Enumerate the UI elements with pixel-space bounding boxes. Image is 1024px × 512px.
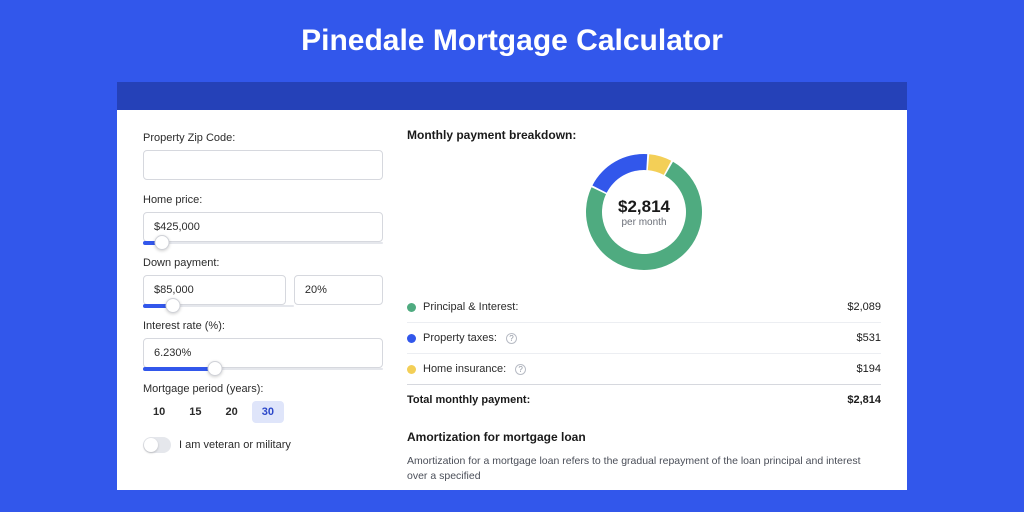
amortization-text: Amortization for a mortgage loan refers …: [407, 454, 881, 484]
total-label: Total monthly payment:: [407, 394, 530, 406]
amortization-title: Amortization for mortgage loan: [407, 430, 881, 444]
header-dark-bar: [117, 82, 907, 110]
legend-label: Principal & Interest:: [423, 301, 518, 313]
legend-value: $194: [857, 363, 881, 375]
amortization-section: Amortization for mortgage loan Amortizat…: [407, 430, 881, 484]
calculator-card: Property Zip Code: Home price: Down paym…: [117, 110, 907, 490]
period-option-15[interactable]: 15: [179, 401, 211, 423]
down-payment-input[interactable]: [143, 275, 286, 305]
donut-sub: per month: [621, 217, 666, 228]
down-payment-pct-input[interactable]: [294, 275, 383, 305]
home-price-label: Home price:: [143, 194, 383, 206]
legend-dot: [407, 365, 416, 374]
legend-value: $531: [857, 332, 881, 344]
zip-input[interactable]: [143, 150, 383, 180]
legend-dot: [407, 334, 416, 343]
period-options: 10152030: [143, 401, 383, 423]
down-payment-slider[interactable]: [143, 304, 294, 308]
period-label: Mortgage period (years):: [143, 383, 383, 395]
home-price-slider-thumb[interactable]: [155, 235, 170, 250]
interest-rate-label: Interest rate (%):: [143, 320, 383, 332]
breakdown-legend: Principal & Interest: $2,089 Property taxe…: [407, 292, 881, 384]
breakdown-title: Monthly payment breakdown:: [407, 128, 881, 142]
legend-dot: [407, 303, 416, 312]
legend-label: Home insurance:: [423, 363, 506, 375]
home-price-input[interactable]: [143, 212, 383, 242]
veteran-toggle-row: I am veteran or military: [143, 437, 383, 453]
interest-rate-slider-thumb[interactable]: [208, 361, 223, 376]
donut-chart: $2,814 per month: [584, 152, 704, 272]
veteran-toggle-knob: [144, 438, 158, 452]
legend-row: Home insurance:? $194: [407, 354, 881, 384]
down-payment-label: Down payment:: [143, 257, 383, 269]
legend-value: $2,089: [847, 301, 881, 313]
period-option-30[interactable]: 30: [252, 401, 284, 423]
legend-row: Property taxes:? $531: [407, 323, 881, 354]
down-payment-slider-thumb[interactable]: [166, 298, 181, 313]
veteran-label: I am veteran or military: [179, 439, 291, 451]
legend-row: Principal & Interest: $2,089: [407, 292, 881, 323]
veteran-toggle[interactable]: [143, 437, 171, 453]
interest-rate-slider[interactable]: [143, 367, 383, 371]
help-icon[interactable]: ?: [506, 333, 517, 344]
donut-value: $2,814: [618, 197, 670, 217]
page-title: Pinedale Mortgage Calculator: [0, 0, 1024, 82]
breakdown-column: Monthly payment breakdown: $2,814 per mo…: [407, 128, 881, 490]
period-option-20[interactable]: 20: [216, 401, 248, 423]
legend-label: Property taxes:: [423, 332, 497, 344]
zip-label: Property Zip Code:: [143, 132, 383, 144]
help-icon[interactable]: ?: [515, 364, 526, 375]
period-option-10[interactable]: 10: [143, 401, 175, 423]
interest-rate-input[interactable]: [143, 338, 383, 368]
home-price-slider[interactable]: [143, 241, 383, 245]
total-row: Total monthly payment: $2,814: [407, 384, 881, 406]
form-column: Property Zip Code: Home price: Down paym…: [143, 128, 383, 490]
total-value: $2,814: [847, 394, 881, 406]
donut-center: $2,814 per month: [584, 152, 704, 272]
